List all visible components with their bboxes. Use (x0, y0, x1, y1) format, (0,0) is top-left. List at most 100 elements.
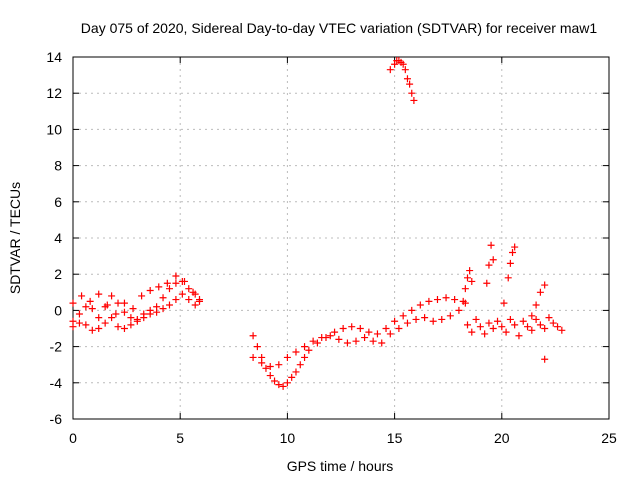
data-point-marker (528, 312, 536, 320)
data-point-marker (262, 364, 270, 372)
data-point-marker (301, 353, 309, 361)
data-point-marker (365, 328, 373, 336)
data-point-marker (391, 60, 399, 68)
data-point-marker (185, 296, 193, 304)
data-point-marker (528, 326, 536, 334)
data-point-marker (425, 297, 433, 305)
x-axis-label: GPS time / hours (287, 458, 394, 474)
x-tick-label: 10 (280, 430, 296, 446)
data-point-marker (249, 332, 257, 340)
data-point-marker (463, 321, 471, 329)
data-point-marker (75, 319, 83, 327)
data-point-marker (165, 301, 173, 309)
data-point-marker (504, 274, 512, 282)
data-point-marker (494, 317, 502, 325)
data-point-marker (108, 292, 116, 300)
data-point-marker (172, 279, 180, 287)
data-point-marker (429, 317, 437, 325)
data-point-marker (95, 325, 103, 332)
data-point-marker (410, 96, 418, 104)
data-point-marker (82, 321, 90, 329)
y-tick-label: 12 (46, 85, 62, 101)
data-point-marker (86, 297, 94, 305)
data-point-marker (95, 290, 103, 298)
data-point-marker (509, 248, 517, 256)
data-point-marker (399, 312, 407, 320)
data-point-marker (331, 328, 339, 336)
data-point-marker (249, 353, 257, 361)
data-point-marker (459, 297, 467, 305)
data-point-marker (356, 325, 364, 332)
data-point-marker (446, 312, 454, 320)
data-point-marker (69, 323, 77, 331)
data-point-marker (541, 355, 549, 363)
data-point-marker (348, 323, 356, 331)
data-point-marker (127, 321, 135, 329)
data-point-marker (487, 241, 495, 249)
data-point-marker (266, 363, 274, 371)
data-point-marker (172, 296, 180, 304)
data-point-marker (146, 286, 154, 294)
data-point-marker (524, 323, 532, 331)
data-point-marker (129, 305, 137, 313)
data-point-marker (326, 332, 334, 340)
data-point-marker (266, 372, 274, 380)
data-point-marker (178, 290, 186, 298)
data-point-marker (120, 299, 128, 307)
data-point-marker (120, 308, 128, 316)
data-point-marker (386, 66, 394, 74)
axis-ticks (72, 56, 610, 420)
data-point-marker (408, 306, 416, 314)
data-point-marker (283, 353, 291, 361)
data-point-marker (112, 310, 120, 318)
y-tick-label: 14 (46, 49, 62, 65)
data-point-marker (271, 377, 279, 385)
data-point-marker (401, 66, 409, 74)
data-point-marker (258, 359, 266, 367)
data-point-marker (403, 319, 411, 327)
data-point-marker (466, 267, 474, 275)
data-point-marker (461, 285, 469, 293)
y-tick-label: 2 (54, 266, 62, 282)
data-point-marker (519, 317, 527, 325)
data-point-marker (536, 321, 544, 329)
series-1-markers (69, 277, 203, 325)
data-point-marker (511, 321, 519, 329)
data-point-marker (301, 343, 309, 351)
data-point-marker (78, 292, 86, 300)
data-point-marker (463, 274, 471, 282)
data-point-marker (476, 323, 484, 331)
series-8-markers (463, 314, 566, 340)
y-tick-label: -2 (50, 339, 63, 355)
data-point-marker (515, 332, 523, 340)
data-point-marker (433, 296, 441, 304)
data-point-marker (343, 339, 351, 347)
data-point-marker (120, 325, 128, 332)
data-point-marker (468, 328, 476, 336)
series-7-markers (386, 57, 418, 104)
data-point-marker (108, 314, 116, 322)
data-point-marker (318, 334, 326, 342)
data-point-marker (88, 305, 96, 313)
data-point-marker (498, 323, 506, 331)
data-point-marker (127, 314, 135, 322)
data-point-marker (138, 292, 146, 300)
data-point-marker (292, 348, 300, 356)
series-6-markers (459, 267, 476, 305)
data-point-marker (352, 337, 360, 345)
data-point-marker (114, 323, 122, 331)
data-point-marker (399, 60, 407, 68)
data-point-marker (485, 319, 493, 327)
data-point-marker (438, 315, 446, 323)
data-point-marker (378, 339, 386, 347)
data-point-marker (468, 277, 476, 285)
data-point-marker (313, 339, 321, 347)
data-point-marker (172, 272, 180, 280)
data-point-marker (455, 306, 463, 314)
data-point-marker (140, 314, 148, 322)
y-tick-label: 6 (54, 194, 62, 210)
plot-area-frame (72, 56, 610, 420)
series-12-markers (541, 355, 549, 363)
data-point-marker (189, 288, 197, 296)
